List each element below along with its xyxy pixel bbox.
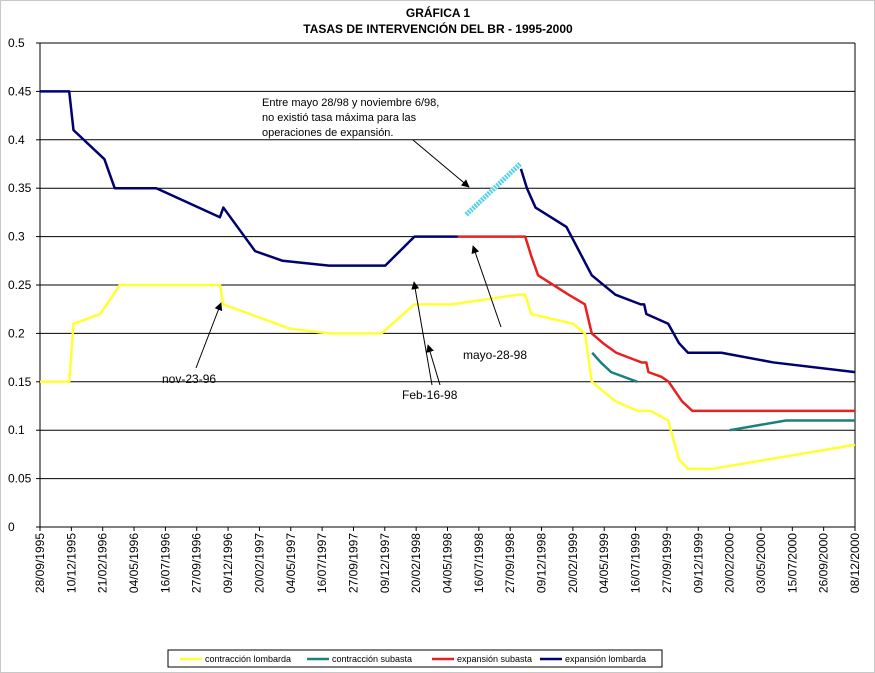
series-line-expansion-lombarda-part-1 bbox=[40, 90, 458, 267]
series-line-contraccion-subasta-part-1 bbox=[591, 351, 638, 383]
mayo-28-98-arrow bbox=[471, 245, 502, 328]
y-tick-label: 0 bbox=[8, 520, 15, 534]
x-tick-label: 20/02/2000 bbox=[723, 533, 737, 593]
x-tick-label: 16/07/1998 bbox=[472, 533, 486, 593]
x-tick-label: 27/09/1998 bbox=[503, 533, 517, 593]
x-tick-label: 16/07/1999 bbox=[629, 533, 643, 593]
series-layer bbox=[40, 90, 856, 471]
y-tick-label: 0.45 bbox=[8, 84, 32, 98]
x-tick-label: 09/12/1997 bbox=[378, 533, 392, 593]
x-tick-label: 04/05/1999 bbox=[597, 533, 611, 593]
y-tick-label: 0.35 bbox=[8, 181, 32, 195]
nov-23-96-label: nov-23-96 bbox=[162, 372, 216, 386]
x-tick-label: 20/02/1999 bbox=[566, 533, 580, 593]
legend-box bbox=[167, 649, 663, 668]
x-tick-label: 28/09/1995 bbox=[33, 533, 47, 593]
legend-label-expansion-subasta: expansión subasta bbox=[457, 654, 532, 664]
series-line-expansion-lombarda-part-2 bbox=[519, 168, 856, 374]
x-tick-label: 09/12/1996 bbox=[221, 533, 235, 593]
y-tick-label: 0.05 bbox=[8, 472, 32, 486]
y-tick-label: 0.2 bbox=[8, 326, 25, 340]
chart-title-line-2: TASAS DE INTERVENCIÓN DEL BR - 1995-2000 bbox=[303, 21, 573, 36]
x-tick-label: 21/02/1996 bbox=[96, 533, 110, 593]
y-tick-label: 0.4 bbox=[8, 133, 25, 147]
y-tick-label: 0.1 bbox=[8, 423, 25, 437]
chart-title-line-1: GRÁFICA 1 bbox=[406, 5, 471, 20]
legend-label-contraccion-subasta: contracción subasta bbox=[332, 654, 412, 664]
legend-label-expansion-lombarda: expansión lombarda bbox=[565, 654, 646, 664]
mayo-28-98-label: mayo-28-98 bbox=[463, 348, 527, 362]
x-tick-label: 15/07/2000 bbox=[785, 533, 799, 593]
annotations-layer: Entre mayo 28/98 y noviembre 6/98, no ex… bbox=[162, 97, 527, 402]
feb-16-98-arrow-1 bbox=[411, 281, 433, 386]
series-line-contraccion-subasta-part-2 bbox=[729, 419, 855, 432]
x-tick-label: 16/07/1997 bbox=[315, 533, 329, 593]
x-tick-label: 09/12/1998 bbox=[535, 533, 549, 593]
no-max-rate-note-line-2: no existió tasa máxima para las bbox=[262, 112, 417, 124]
series-line-expansion-subasta bbox=[457, 235, 855, 413]
x-tick-label: 03/05/2000 bbox=[754, 533, 768, 593]
legend: contracción lombarda contracción subasta… bbox=[167, 649, 663, 668]
x-tick-label: 20/02/1998 bbox=[409, 533, 423, 593]
x-tick-label: 26/09/2000 bbox=[817, 533, 831, 593]
series-line-contraccion-lombarda bbox=[40, 283, 856, 471]
x-tick-label: 20/02/1997 bbox=[252, 533, 266, 593]
no-max-rate-hatch-pattern bbox=[463, 162, 522, 218]
nov-23-96-arrow bbox=[195, 302, 223, 369]
x-axis-ticks: 28/09/1995 10/12/1995 21/02/1996 04/05/1996… bbox=[33, 527, 862, 593]
y-tick-label: 0.3 bbox=[8, 230, 25, 244]
y-tick-label: 0.25 bbox=[8, 278, 32, 292]
x-tick-label: 04/05/1998 bbox=[441, 533, 455, 593]
x-tick-label: 04/05/1996 bbox=[127, 533, 141, 593]
x-tick-label: 10/12/1995 bbox=[64, 533, 78, 593]
x-tick-label: 09/12/1999 bbox=[691, 533, 705, 593]
x-tick-label: 27/09/1997 bbox=[346, 533, 360, 593]
y-tick-label: 0.15 bbox=[8, 375, 32, 389]
x-tick-label: 27/09/1999 bbox=[660, 533, 674, 593]
x-tick-label: 08/12/2000 bbox=[848, 533, 862, 593]
y-axis-ticks: 0 0.05 0.1 0.15 0.2 0.25 0.3 0.35 0.4 0.45 0.5 bbox=[8, 36, 40, 534]
feb-16-98-label: Feb-16-98 bbox=[402, 388, 458, 402]
no-max-rate-note-line-1: Entre mayo 28/98 y noviembre 6/98, bbox=[262, 97, 439, 109]
feb-16-98-arrow-2 bbox=[426, 344, 441, 386]
x-tick-label: 27/09/1996 bbox=[190, 533, 204, 593]
x-tick-label: 04/05/1997 bbox=[284, 533, 298, 593]
y-tick-label: 0.5 bbox=[8, 36, 25, 50]
legend-label-contraccion-lombarda: contracción lombarda bbox=[205, 654, 291, 664]
grid-lines bbox=[40, 42, 855, 480]
x-tick-label: 16/07/1996 bbox=[158, 533, 172, 593]
no-max-rate-note-line-3: operaciones de expansión. bbox=[262, 127, 393, 139]
no-max-rate-arrow bbox=[412, 139, 470, 188]
